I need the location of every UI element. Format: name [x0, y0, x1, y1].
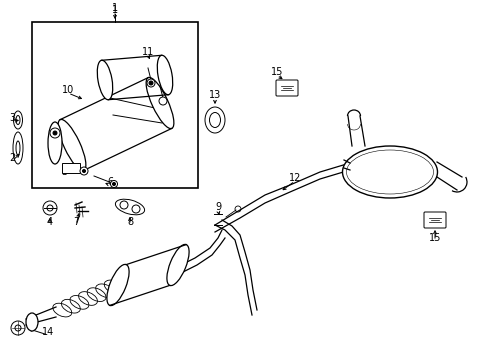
FancyBboxPatch shape	[276, 80, 298, 96]
Circle shape	[147, 79, 155, 87]
Circle shape	[82, 170, 85, 172]
Text: 8: 8	[127, 217, 133, 227]
Text: 4: 4	[47, 217, 53, 227]
Ellipse shape	[13, 132, 23, 164]
FancyBboxPatch shape	[424, 212, 446, 228]
Ellipse shape	[16, 141, 20, 155]
Text: 12: 12	[289, 173, 301, 183]
Text: 15: 15	[429, 233, 441, 243]
Ellipse shape	[16, 116, 20, 125]
Polygon shape	[62, 163, 80, 173]
Ellipse shape	[157, 55, 172, 95]
Circle shape	[120, 201, 128, 209]
Ellipse shape	[98, 60, 113, 100]
Circle shape	[159, 97, 167, 105]
Text: 1: 1	[112, 3, 118, 13]
Ellipse shape	[343, 146, 438, 198]
Text: 3: 3	[9, 113, 15, 123]
Circle shape	[132, 205, 140, 213]
Text: 9: 9	[215, 202, 221, 212]
Bar	[32, 22, 198, 188]
Circle shape	[50, 128, 60, 138]
Text: 2: 2	[9, 153, 15, 163]
Ellipse shape	[116, 199, 145, 215]
Circle shape	[11, 321, 25, 335]
Text: 7: 7	[73, 217, 79, 227]
Circle shape	[15, 325, 21, 331]
Text: 15: 15	[271, 67, 283, 77]
Ellipse shape	[205, 107, 225, 133]
Ellipse shape	[48, 122, 62, 164]
Text: 5: 5	[61, 167, 67, 177]
Circle shape	[235, 206, 241, 212]
Ellipse shape	[167, 244, 189, 285]
Circle shape	[113, 183, 116, 185]
Circle shape	[53, 131, 57, 135]
Text: 13: 13	[209, 90, 221, 100]
Ellipse shape	[58, 120, 86, 171]
Circle shape	[149, 81, 153, 85]
Ellipse shape	[210, 113, 220, 127]
Text: 1: 1	[112, 5, 118, 15]
Ellipse shape	[26, 313, 38, 331]
Ellipse shape	[14, 111, 23, 129]
Circle shape	[111, 180, 118, 188]
Circle shape	[80, 167, 88, 175]
Text: 10: 10	[62, 85, 74, 95]
Circle shape	[43, 201, 57, 215]
Ellipse shape	[107, 264, 129, 306]
Circle shape	[47, 205, 53, 211]
Text: 6: 6	[107, 177, 113, 187]
Text: 11: 11	[142, 47, 154, 57]
Ellipse shape	[146, 77, 174, 129]
Text: 14: 14	[42, 327, 54, 337]
Ellipse shape	[346, 150, 434, 194]
